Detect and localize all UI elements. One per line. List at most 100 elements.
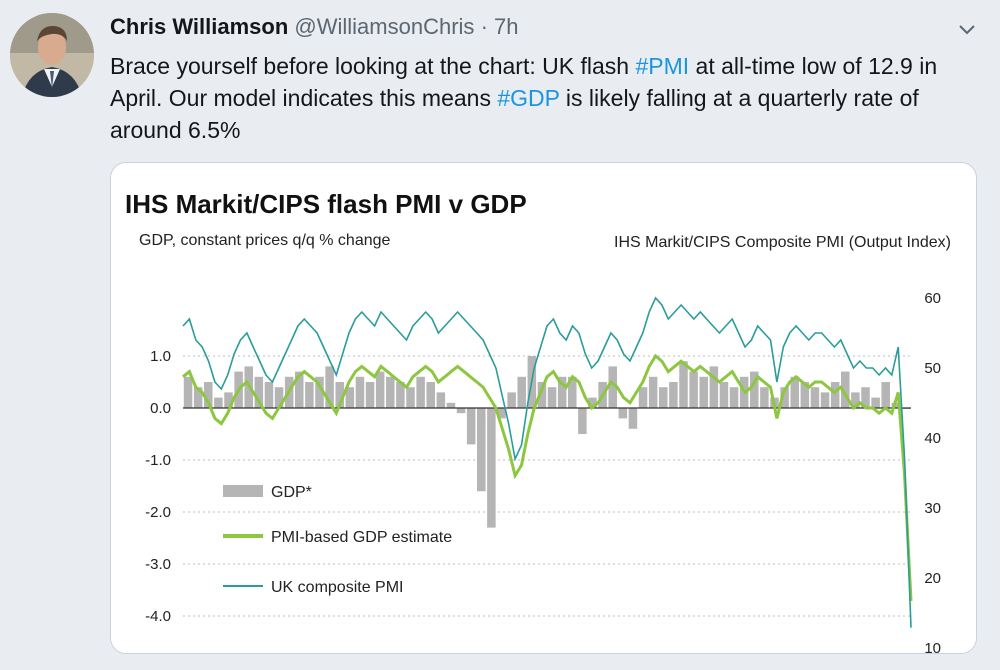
tweet-text-segment: at all-time low of 12.9 in April. Our mo…: [110, 53, 938, 111]
pmi-gdp-chart: IHS Markit/CIPS flash PMI v GDP GDP, cons…: [125, 189, 951, 653]
right-tick-label: 50: [924, 360, 941, 377]
gdp-bar: [254, 376, 264, 408]
left-tick-label: -3.0: [145, 556, 171, 573]
gdp-bar: [628, 408, 638, 429]
gdp-bar: [800, 382, 810, 408]
gdp-bar: [659, 387, 668, 408]
gdp-bar: [406, 387, 415, 408]
gdp-bar: [295, 371, 304, 408]
gdp-bar: [760, 387, 769, 408]
left-tick-label: 0.0: [150, 400, 171, 417]
tweet-text: Brace yourself before looking at the cha…: [110, 50, 990, 146]
gdp-bar: [709, 366, 719, 408]
author-name[interactable]: Chris Williamson: [110, 14, 289, 39]
gdp-bar: [537, 382, 547, 408]
gdp-bar: [750, 371, 759, 408]
right-tick-label: 20: [924, 570, 941, 587]
gdp-bar: [456, 408, 466, 414]
right-tick-label: 30: [924, 500, 941, 517]
gdp-bar: [699, 376, 708, 408]
left-tick-label: -1.0: [145, 452, 171, 469]
right-axis-label: IHS Markit/CIPS Composite PMI (Output In…: [614, 234, 951, 251]
gdp-bar: [780, 387, 789, 408]
gdp-bar: [305, 382, 314, 408]
gdp-bar: [436, 392, 446, 408]
gdp-bar: [507, 392, 516, 408]
gdp-bar: [861, 387, 870, 408]
right-tick-label: 60: [924, 290, 941, 307]
gdp-bar: [820, 392, 830, 408]
gdp-bar: [386, 376, 395, 408]
left-axis-label: GDP, constant prices q/q % change: [139, 232, 391, 249]
avatar-photo: [10, 13, 94, 97]
tweet-timestamp[interactable]: 7h: [494, 14, 519, 39]
pmi-based-gdp-estimate-line: [182, 353, 913, 601]
gdp-bar: [325, 366, 334, 408]
gdp-bar: [446, 402, 456, 408]
hashtag-link[interactable]: #PMI: [635, 53, 690, 79]
gdp-bar: [790, 376, 799, 408]
gdp-bar: [487, 408, 496, 528]
header-separator: ·: [480, 14, 488, 39]
gdp-bar: [568, 376, 577, 408]
gdp-bar: [396, 382, 405, 408]
gdp-bar: [345, 387, 355, 408]
gdp-bar: [183, 376, 193, 408]
gdp-bar: [719, 382, 729, 408]
author-handle[interactable]: @WilliamsonChris: [294, 14, 475, 39]
gdp-bar: [517, 376, 526, 408]
chart-title: IHS Markit/CIPS flash PMI v GDP: [125, 189, 527, 219]
tweet-text-segment: is likely falling at a quarterly rate of…: [110, 85, 919, 143]
gdp-bar: [355, 376, 365, 408]
gdp-bar: [841, 371, 850, 408]
gdp-bar: [426, 382, 435, 408]
gdp-bar: [477, 408, 486, 492]
legend-label-estimate: PMI-based GDP estimate: [271, 529, 452, 546]
gdp-bar: [669, 382, 678, 408]
gdp-bar: [497, 408, 506, 419]
gdp-bar: [648, 376, 658, 408]
tweet-text-segment: Brace yourself before looking at the cha…: [110, 53, 636, 79]
gdp-bar: [466, 408, 476, 445]
gdp-bar: [608, 366, 617, 408]
gdp-bar: [193, 387, 203, 408]
gdp-bar: [638, 387, 648, 408]
gdp-bar: [830, 382, 840, 408]
gdp-bar: [689, 371, 698, 408]
author-avatar[interactable]: [10, 13, 94, 97]
gdp-bar: [618, 408, 628, 419]
gdp-bar: [224, 392, 233, 408]
gdp-bar: [891, 402, 901, 408]
gdp-bar: [264, 382, 274, 408]
legend-label-pmi: UK composite PMI: [271, 579, 403, 596]
gdp-bar: [679, 361, 688, 408]
gdp-bar: [578, 408, 587, 434]
gdp-bar: [871, 397, 880, 408]
hashtag-link[interactable]: #GDP: [497, 85, 560, 111]
left-tick-label: 1.0: [150, 348, 171, 365]
gdp-bar: [810, 387, 820, 408]
gdp-bar: [851, 392, 860, 408]
gdp-bar: [416, 376, 425, 408]
uk-composite-pmi-line: [182, 296, 912, 628]
legend-label-gdp: GDP*: [271, 484, 312, 501]
chart-image-card[interactable]: IHS Markit/CIPS flash PMI v GDP GDP, cons…: [110, 162, 977, 654]
gdp-bar: [557, 376, 567, 408]
gdp-bar: [274, 387, 284, 408]
right-tick-label: 10: [924, 640, 941, 653]
tweet-header: Chris Williamson @WilliamsonChris · 7h: [110, 14, 519, 40]
gdp-bar: [547, 387, 557, 408]
gdp-bar: [315, 376, 324, 408]
gdp-bar: [375, 371, 385, 408]
more-options-caret-icon[interactable]: [956, 18, 978, 40]
legend-swatch-gdp: [223, 485, 263, 497]
left-tick-label: -2.0: [145, 504, 171, 521]
right-tick-label: 40: [924, 430, 941, 447]
left-tick-label: -4.0: [145, 608, 171, 625]
gdp-bar: [588, 397, 597, 408]
gdp-bar: [881, 382, 890, 408]
gdp-bar: [204, 382, 213, 408]
gdp-bar: [365, 382, 375, 408]
gdp-bar: [729, 387, 739, 408]
gdp-bar: [335, 382, 344, 408]
